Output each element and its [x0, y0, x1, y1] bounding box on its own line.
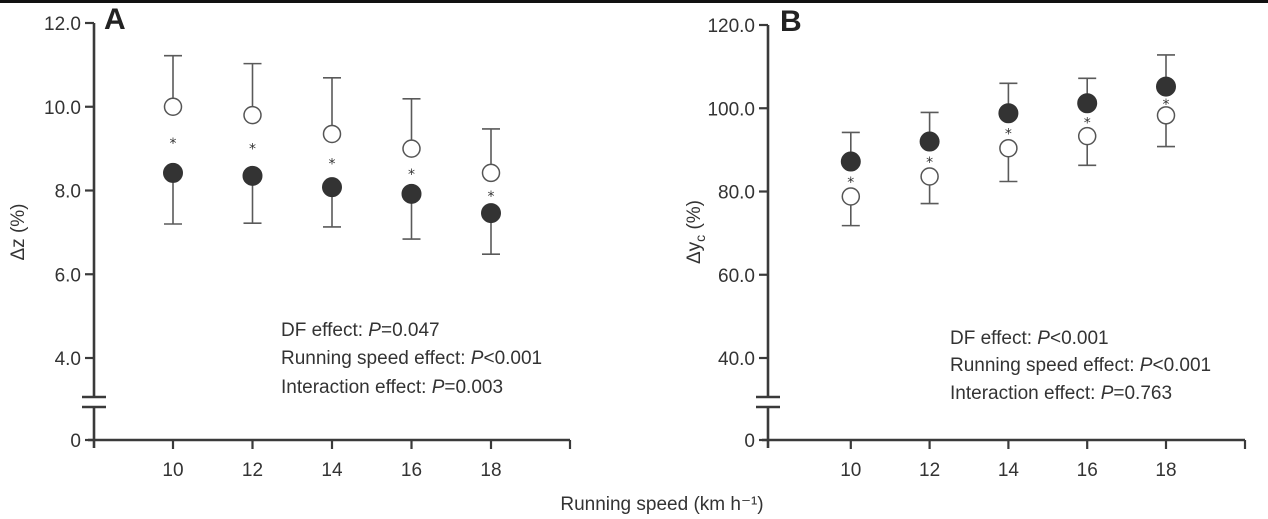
panel-a: A Δz (%) 0 4.0 6.0 8.0 10.0 12.0 10 12 14 16 18 * * *… — [8, 3, 572, 481]
stat-value: <0.001 — [1152, 355, 1211, 376]
significance-star: * — [408, 167, 415, 183]
stat-label: DF effect: — [950, 328, 1037, 349]
stat-annotation: Running speed effect: P<0.001 — [281, 348, 542, 369]
stat-value: <0.001 — [483, 348, 542, 369]
stat-annotation: DF effect: P<0.001 — [950, 328, 1109, 349]
x-axis-label: Running speed (km h⁻¹) — [560, 494, 763, 515]
x-tick-label: 16 — [1077, 460, 1098, 481]
data-point-open — [1156, 106, 1176, 125]
data-point-open — [163, 97, 183, 116]
data-point-open — [920, 167, 939, 186]
data-point-filled — [401, 183, 422, 204]
x-tick-label: 14 — [321, 460, 343, 481]
stat-value: <0.001 — [1050, 328, 1109, 349]
panel-letter-a: A — [104, 3, 126, 36]
x-tick-label: 18 — [480, 460, 501, 481]
stat-annotation: DF effect: P=0.047 — [281, 320, 440, 341]
y-tick-label: 10.0 — [44, 98, 81, 119]
x-tick-label: 12 — [919, 460, 940, 481]
significance-star: * — [170, 136, 177, 152]
data-point-open — [402, 139, 421, 158]
significance-star: * — [249, 141, 256, 157]
y-axis-label-b-unit: (%) — [684, 200, 705, 235]
data-point-filled — [919, 131, 940, 152]
data-point-filled — [481, 203, 501, 224]
significance-star: * — [488, 189, 495, 205]
significance-star: * — [1084, 116, 1091, 132]
stat-annotation: Interaction effect: P=0.003 — [281, 377, 503, 398]
stat-p-symbol: P — [1037, 328, 1050, 349]
data-point-filled — [163, 162, 183, 183]
data-point-filled — [1156, 76, 1176, 97]
x-tick-label: 16 — [401, 460, 422, 481]
panel-b: B Δyc (%) 0 40.0 60.0 80.0 100.0 120.0 10 12 14 1… — [684, 5, 1247, 481]
y-axis-label-b-sub: c — [692, 235, 708, 242]
y-tick-label: 40.0 — [718, 349, 755, 370]
x-tick-label: 12 — [242, 460, 263, 481]
significance-star: * — [847, 175, 854, 191]
y-axis-label-b: Δyc (%) — [684, 200, 708, 264]
y-tick-label: 4.0 — [55, 349, 81, 370]
stat-annotation: Interaction effect: P=0.763 — [950, 383, 1172, 404]
y-axis-label-a: Δz (%) — [8, 203, 29, 260]
y-tick-label: 0 — [70, 431, 81, 452]
stat-p-symbol: P — [471, 348, 484, 369]
significance-star: * — [1005, 127, 1012, 143]
stat-value: =0.003 — [444, 377, 503, 398]
y-axis-label-b-main: Δy — [684, 241, 705, 264]
data-point-filled — [1077, 93, 1098, 114]
y-tick-label: 60.0 — [718, 266, 755, 287]
data-point-filled — [840, 151, 861, 172]
x-tick-label: 10 — [162, 460, 183, 481]
x-tick-label: 18 — [1155, 460, 1176, 481]
data-point-open — [322, 124, 342, 144]
stat-value: =0.763 — [1113, 383, 1172, 404]
stat-p-symbol: P — [1101, 383, 1114, 404]
stat-p-symbol: P — [368, 320, 381, 341]
stat-label: DF effect: — [281, 320, 368, 341]
data-point-open — [243, 105, 262, 125]
x-tick-label: 14 — [998, 460, 1020, 481]
data-point-open — [841, 187, 861, 206]
y-tick-label: 120.0 — [707, 16, 755, 37]
stat-label: Running speed effect: — [281, 348, 471, 369]
stat-label: Running speed effect: — [950, 355, 1140, 376]
data-point-filled — [242, 165, 263, 186]
significance-star: * — [329, 157, 336, 173]
x-tick-label: 10 — [840, 460, 861, 481]
stat-value: =0.047 — [381, 320, 440, 341]
data-point-filled — [322, 177, 342, 198]
panel-letter-b: B — [780, 5, 802, 38]
y-tick-label: 6.0 — [55, 265, 81, 286]
top-border — [0, 0, 1268, 3]
data-point-open — [1077, 126, 1097, 146]
stat-label: Interaction effect: — [281, 377, 432, 398]
y-tick-label: 12.0 — [44, 14, 81, 35]
y-tick-label: 80.0 — [718, 183, 755, 204]
y-tick-label: 100.0 — [707, 99, 755, 120]
y-tick-label: 8.0 — [55, 182, 81, 203]
data-point-open — [481, 163, 501, 183]
significance-star: * — [926, 155, 933, 171]
stat-p-symbol: P — [432, 377, 445, 398]
significance-star: * — [1163, 97, 1170, 113]
stat-annotation: Running speed effect: P<0.001 — [950, 355, 1211, 376]
y-tick-label: 0 — [744, 431, 755, 452]
data-point-open — [999, 138, 1018, 158]
stat-label: Interaction effect: — [950, 383, 1101, 404]
data-point-filled — [998, 103, 1019, 124]
stat-p-symbol: P — [1140, 355, 1153, 376]
